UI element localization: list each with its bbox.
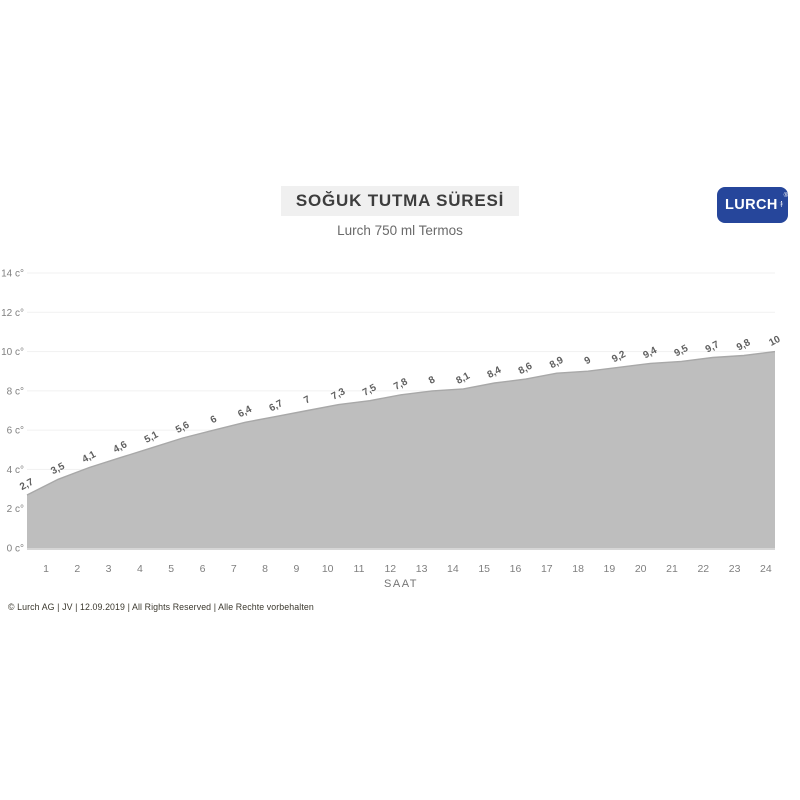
y-tick-label: 0 c° [7, 544, 24, 555]
x-tick-label: 1 [43, 563, 49, 575]
y-tick-label: 4 c° [7, 465, 24, 476]
data-label: 8 [427, 374, 437, 387]
y-tick-label: 6 c° [7, 426, 24, 437]
y-tick-label: 2 c° [7, 504, 24, 515]
data-label: 4,6 [112, 439, 130, 455]
lurch-logo-text: LURCH [725, 197, 778, 213]
x-tick-label: 5 [168, 563, 174, 575]
data-label: 8,1 [454, 370, 472, 386]
copyright-footer: © Lurch AG | JV | 12.09.2019 | All Right… [8, 602, 314, 612]
x-tick-label: 2 [74, 563, 80, 575]
data-label: 6,7 [267, 398, 285, 414]
x-tick-label: 8 [262, 563, 268, 575]
data-label: 10 [767, 334, 782, 349]
page-title-text: SOĞUK TUTMA SÜRESİ [280, 186, 520, 216]
data-label: 6 [209, 414, 219, 427]
x-tick-label: 18 [572, 563, 584, 575]
data-label: 9,5 [673, 343, 691, 359]
x-tick-label: 15 [478, 563, 490, 575]
y-tick-label: 10 c° [1, 347, 24, 358]
x-tick-label: 23 [729, 563, 741, 575]
data-label: 5,6 [174, 419, 192, 435]
data-label: 6,4 [236, 404, 254, 420]
x-tick-label: 17 [541, 563, 553, 575]
x-tick-label: 14 [447, 563, 459, 575]
data-label: 7,3 [330, 386, 348, 402]
x-tick-label: 3 [106, 563, 112, 575]
y-tick-label: 12 c° [1, 308, 24, 319]
x-tick-label: 11 [354, 563, 365, 575]
data-label: 7,8 [392, 376, 410, 392]
x-tick-label: 10 [322, 563, 334, 575]
x-tick-label: 22 [697, 563, 709, 575]
x-tick-label: 6 [200, 563, 206, 575]
chart-subtitle: Lurch 750 ml Termos [337, 223, 463, 238]
x-tick-label: 12 [384, 563, 396, 575]
y-tick-label: 8 c° [7, 386, 24, 397]
data-label: 7,5 [361, 382, 379, 398]
data-label: 4,1 [80, 449, 98, 465]
lurch-logo: LURCH ® [717, 187, 788, 223]
x-axis-title: SAAT [384, 578, 418, 590]
data-label: 8,4 [486, 364, 504, 380]
data-label: 9,7 [704, 339, 722, 355]
data-label: 8,6 [517, 361, 535, 377]
data-label: 3,5 [49, 461, 67, 477]
x-tick-label: 16 [510, 563, 522, 575]
data-label: 9 [583, 355, 593, 368]
gecko-icon [779, 201, 783, 208]
y-tick-label: 14 c° [1, 269, 24, 280]
x-tick-label: 19 [604, 563, 616, 575]
data-label: 7 [302, 394, 312, 407]
data-label: 8,9 [548, 355, 566, 371]
data-label: 9,4 [641, 345, 659, 361]
data-label: 5,1 [143, 429, 161, 445]
x-tick-label: 9 [293, 563, 299, 575]
registered-mark: ® [783, 193, 788, 199]
data-label: 9,8 [735, 337, 753, 353]
x-tick-label: 13 [416, 563, 428, 575]
x-tick-label: 24 [760, 563, 772, 575]
x-tick-label: 7 [231, 563, 237, 575]
area-series [27, 351, 775, 548]
x-tick-label: 21 [666, 563, 678, 575]
data-label: 2,7 [18, 476, 36, 492]
x-tick-label: 20 [635, 563, 647, 575]
x-tick-label: 4 [137, 563, 143, 575]
page-title: SOĞUK TUTMA SÜRESİ [0, 186, 800, 216]
area-chart: 0 c° 2 c° 4 c° 6 c° 8 c° 10 c° 12 c° 14 c° 2,7 3,… [1, 269, 783, 591]
area-top-line [26, 350, 776, 496]
